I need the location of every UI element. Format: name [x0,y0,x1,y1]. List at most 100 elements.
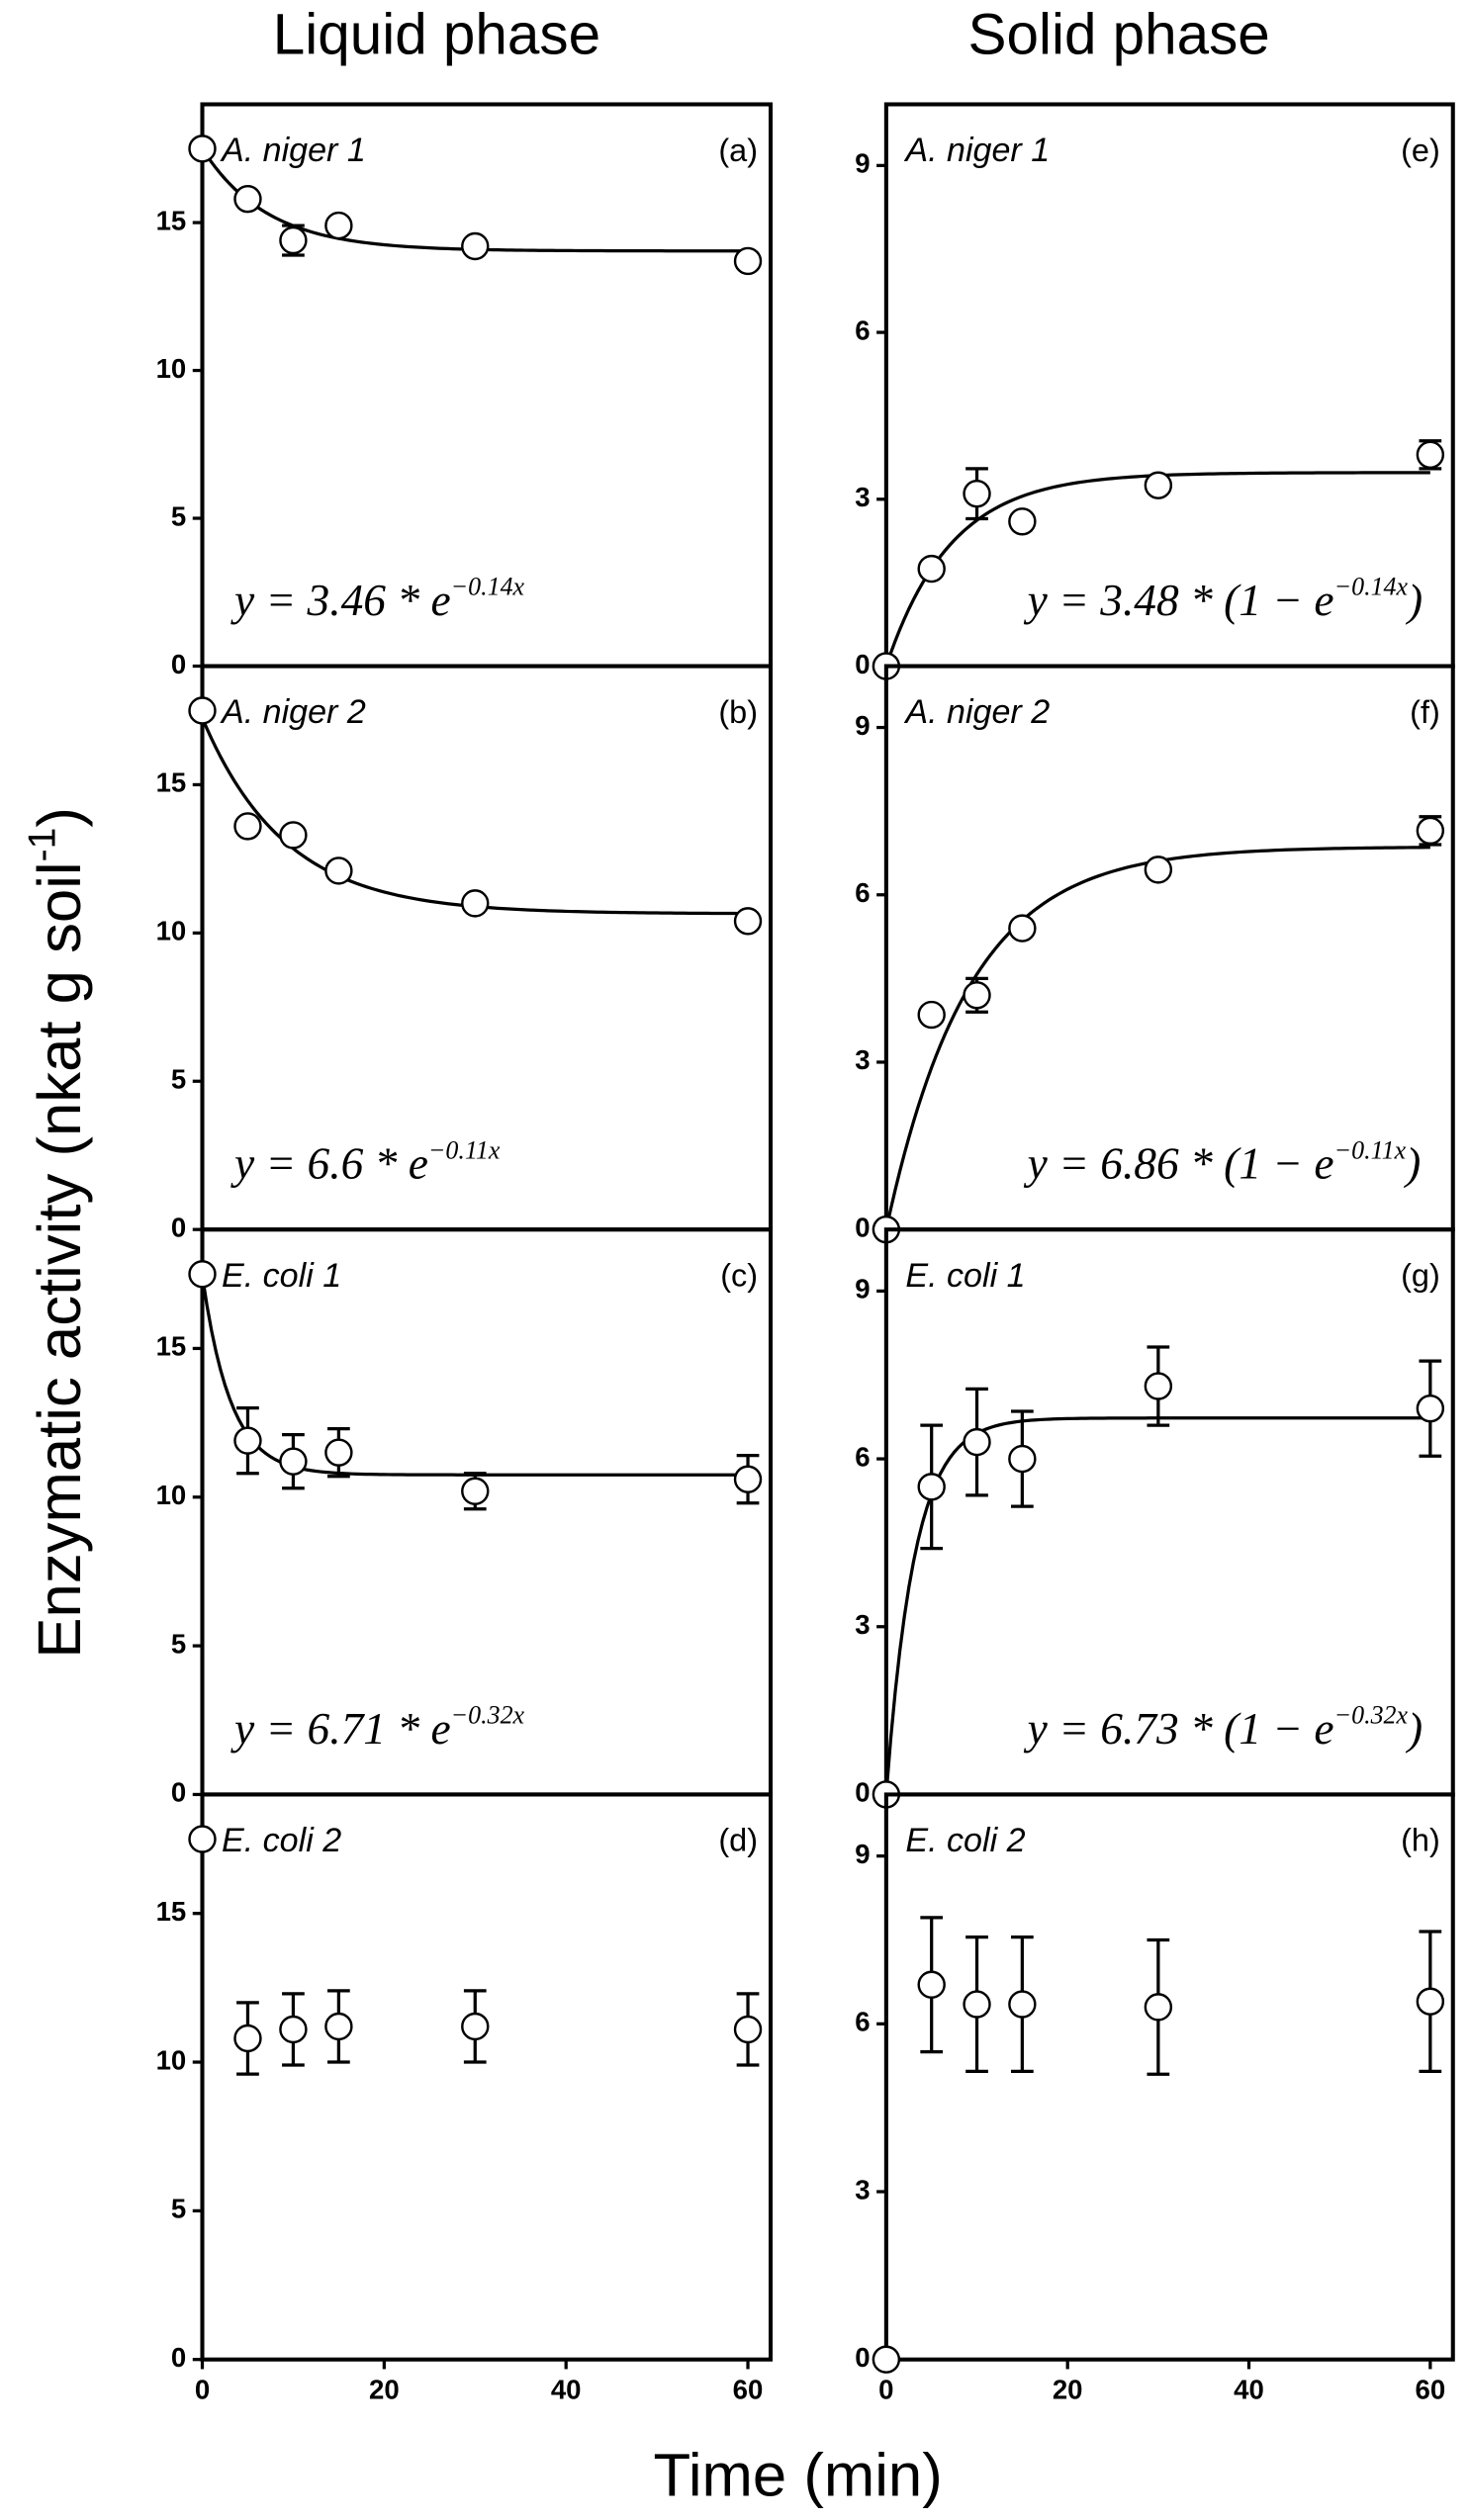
panel-label: (e) [1401,133,1440,168]
fit-curve [200,1275,749,1477]
panel-title: A. niger 2 [903,693,1050,731]
data-point [188,696,217,725]
y-tick-label: 9 [855,1839,870,1869]
y-label-end: ) [26,807,94,828]
equation-part: −0.11x [1334,1135,1407,1164]
data-point [733,246,763,276]
y-tick-label: 3 [855,2174,870,2205]
panel-title: E. coli 2 [905,1822,1025,1859]
data-point [963,1990,991,2019]
panel-title: A. niger 1 [220,132,366,169]
y-tick-label: 9 [855,1274,870,1305]
y-tick-label: 5 [171,500,186,531]
equation-part: ) [1403,1139,1421,1189]
column-title: Solid phase [968,2,1270,66]
data-point [324,856,353,885]
y-tick-label: 6 [855,315,870,345]
y-label-sup: -1 [22,828,64,862]
data-point [1008,914,1037,943]
data-point [279,821,308,850]
equation-part: −0.32x [451,1700,525,1729]
y-tick-label: 0 [171,2342,186,2373]
data-point [1416,1987,1445,2016]
x-tick-label: 20 [1053,2374,1083,2404]
data-point [1416,440,1445,470]
data-point [233,812,262,841]
data-point [233,1426,262,1455]
data-point [233,184,262,214]
y-tick-label: 15 [156,767,187,798]
equation-part: y = 3.48 * (1 − e [1024,576,1334,625]
equation-part: y = 6.86 * (1 − e [1024,1139,1334,1189]
data-point [188,1825,217,1853]
y-tick-label: 9 [855,148,870,179]
y-tick-label: 15 [156,205,187,235]
panel-title: E. coli 2 [222,1822,341,1859]
y-tick-label: 10 [156,2044,187,2075]
x-tick-label: 60 [733,2374,764,2404]
data-point [461,231,490,261]
x-tick-label: 0 [878,2374,893,2404]
data-point [917,554,946,584]
equation: y = 6.6 * e−0.11x [230,1135,501,1189]
data-point [963,479,991,508]
data-point [917,1000,946,1030]
data-point [324,2012,353,2041]
equation-part: y = 6.6 * e [230,1139,428,1189]
y-tick-label: 0 [855,1212,870,1242]
data-point [233,2024,262,2053]
panel-title: A. niger 1 [903,132,1050,169]
y-tick-label: 3 [855,1044,870,1075]
data-point [188,1260,217,1289]
equation-part: y = 6.71 * e [230,1704,451,1754]
panel-label: (h) [1401,1823,1440,1858]
data-point [461,2012,490,2041]
data-point [188,135,217,163]
y-tick-label: 6 [855,2007,870,2037]
panel-label: (b) [718,694,758,730]
x-tick-label: 40 [1234,2374,1264,2404]
data-point [872,2345,901,2374]
data-point [1144,1993,1173,2022]
fit-curve [201,717,749,916]
data-point [1008,1990,1037,2019]
panel-frame [883,1792,1455,2362]
panel-title: A. niger 2 [220,693,366,731]
x-tick-label: 60 [1416,2374,1446,2404]
equation: y = 6.71 * e−0.32x [230,1700,525,1754]
data-point [461,889,490,918]
y-tick-label: 6 [855,1441,870,1472]
equation-part: −0.14x [451,573,525,601]
equation-part: ) [1405,1704,1423,1754]
data-point [963,981,991,1010]
data-point [1144,855,1173,884]
data-point [1416,816,1445,846]
x-tick-label: 40 [551,2374,582,2404]
x-axis-label: Time (min) [653,2442,942,2510]
y-label-text: Enzymatic activity (nkat g soil [26,861,94,1658]
data-point [1416,1394,1445,1423]
equation-part: −0.14x [1334,573,1409,601]
data-point [1008,507,1037,536]
y-tick-label: 10 [156,353,187,384]
panel-label: (a) [718,133,758,168]
y-tick-label: 6 [855,877,870,908]
panel-label: (f) [1410,694,1440,730]
y-tick-label: 10 [156,916,187,946]
data-point [279,225,308,255]
panel-label: (g) [1401,1257,1440,1293]
data-point [279,1447,308,1476]
equation-part: y = 6.73 * (1 − e [1024,1704,1334,1754]
data-point [733,907,763,936]
y-tick-label: 15 [156,1331,187,1362]
panel-frame [200,1792,774,2362]
y-tick-label: 5 [171,1628,186,1659]
y-tick-label: 5 [171,2194,186,2224]
equation-part: −0.11x [428,1135,501,1164]
data-point [324,211,353,240]
equation: y = 3.46 * e−0.14x [230,573,525,626]
data-point [917,1970,946,1999]
panel-title: E. coli 1 [905,1257,1025,1295]
y-tick-label: 10 [156,1480,187,1510]
